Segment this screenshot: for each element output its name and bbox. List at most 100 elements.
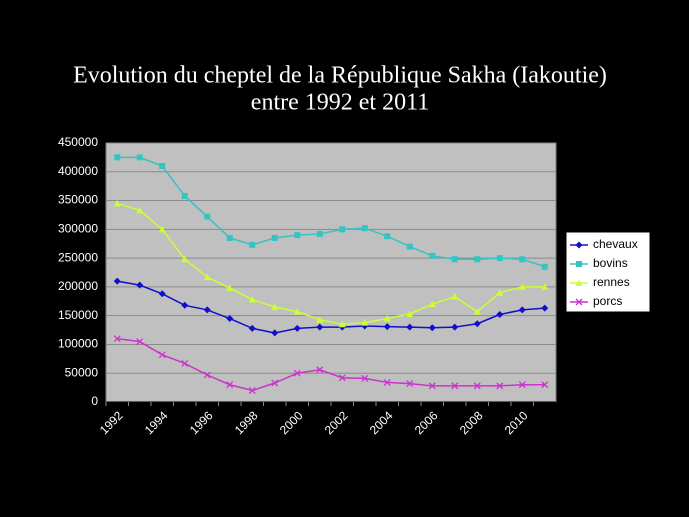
marker	[271, 303, 279, 311]
marker	[248, 324, 256, 332]
marker	[576, 261, 582, 267]
y-tick-label: 400000	[58, 164, 98, 178]
marker	[496, 255, 503, 262]
marker	[181, 301, 189, 309]
marker	[496, 289, 504, 296]
marker	[406, 380, 414, 388]
legend-label: bovins	[593, 256, 628, 270]
y-tick-label: 300000	[58, 222, 98, 236]
marker	[338, 320, 346, 328]
marker	[136, 281, 144, 289]
marker	[496, 311, 504, 319]
marker	[113, 199, 121, 207]
series-line	[117, 280, 545, 334]
marker	[428, 300, 436, 308]
marker	[113, 277, 121, 285]
marker	[271, 379, 279, 387]
marker	[271, 234, 278, 241]
marker	[518, 283, 526, 290]
marker	[204, 213, 211, 220]
marker	[361, 374, 369, 382]
marker	[541, 381, 549, 389]
y-tick-label: 0	[91, 394, 98, 408]
series-line	[117, 337, 545, 392]
marker	[136, 206, 144, 214]
y-tick-label: 150000	[58, 308, 98, 322]
marker	[406, 323, 414, 331]
y-tick-label: 200000	[58, 279, 98, 293]
marker	[384, 233, 391, 240]
marker	[203, 306, 211, 314]
y-tick-label: 100000	[58, 337, 98, 351]
marker	[451, 293, 459, 300]
marker	[406, 310, 414, 317]
legend: chevaux bovins rennes porcs	[565, 231, 651, 313]
marker	[271, 329, 279, 337]
series-line	[117, 156, 545, 268]
marker	[575, 279, 583, 286]
marker	[159, 163, 166, 170]
marker	[361, 225, 368, 232]
marker	[158, 351, 166, 359]
chart-title: entre 1992 et 2011	[251, 90, 429, 116]
marker	[338, 374, 346, 382]
marker	[474, 256, 481, 263]
plot-area	[105, 142, 557, 403]
marker	[519, 256, 526, 263]
y-tick-label: 50000	[65, 365, 99, 379]
marker	[383, 315, 391, 322]
marker	[248, 387, 256, 394]
marker	[158, 290, 166, 298]
marker	[361, 319, 369, 326]
marker	[451, 323, 459, 331]
marker	[114, 154, 121, 161]
marker	[575, 241, 583, 249]
marker	[181, 359, 189, 367]
marker	[383, 323, 391, 331]
marker	[248, 296, 256, 303]
marker	[496, 382, 504, 390]
marker	[406, 243, 413, 250]
marker	[541, 263, 548, 270]
legend-label: chevaux	[593, 237, 638, 251]
marker	[293, 369, 301, 377]
marker	[451, 256, 458, 263]
marker	[293, 324, 301, 332]
marker	[541, 304, 549, 312]
y-tick-label: 350000	[58, 193, 98, 207]
marker	[473, 308, 481, 315]
marker	[316, 323, 324, 331]
marker	[428, 382, 436, 390]
marker	[575, 298, 583, 306]
marker	[158, 225, 166, 233]
marker	[181, 192, 188, 199]
marker	[518, 306, 526, 314]
marker	[429, 252, 436, 259]
marker	[339, 226, 346, 233]
marker	[249, 241, 256, 248]
marker	[293, 308, 301, 315]
marker	[136, 338, 144, 346]
marker	[181, 255, 189, 263]
y-tick-label: 450000	[58, 135, 98, 149]
marker	[113, 335, 121, 343]
marker	[518, 381, 526, 389]
marker	[226, 234, 233, 241]
marker	[226, 381, 234, 389]
marker	[226, 315, 234, 323]
marker	[316, 230, 323, 237]
marker	[473, 320, 481, 328]
marker	[316, 366, 324, 374]
marker	[451, 382, 459, 390]
marker	[541, 283, 549, 290]
marker	[428, 324, 436, 332]
chart-title: Evolution du cheptel de la République Sa…	[73, 63, 607, 89]
marker	[203, 371, 211, 379]
series-line	[117, 202, 545, 326]
marker	[203, 273, 211, 281]
marker	[473, 382, 481, 390]
marker	[316, 316, 324, 323]
marker	[136, 154, 143, 161]
